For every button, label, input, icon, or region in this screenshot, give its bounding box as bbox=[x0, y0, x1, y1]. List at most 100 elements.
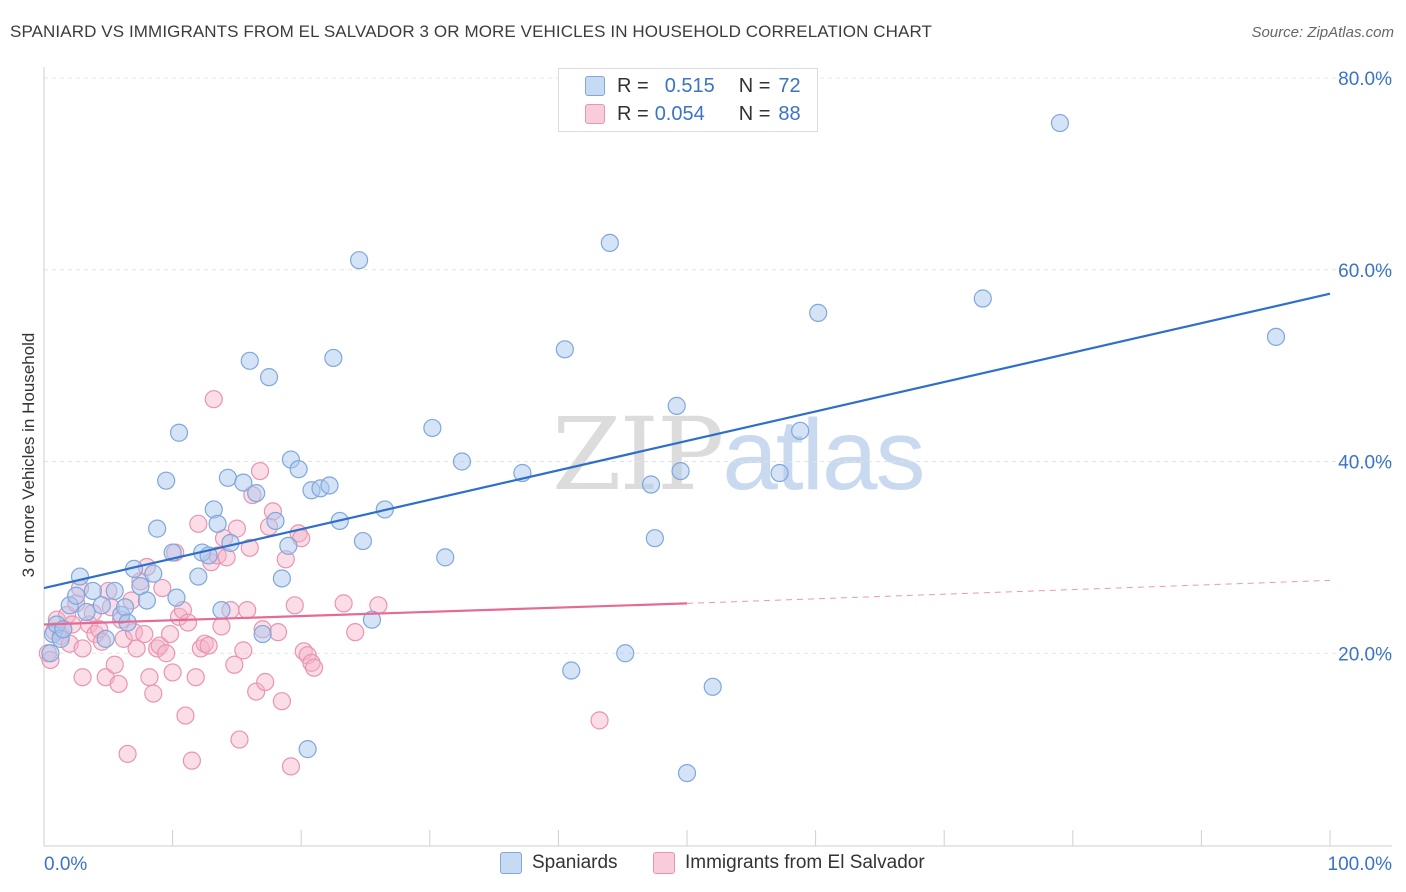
point-spaniards bbox=[137, 591, 156, 610]
point-el-salvador bbox=[127, 639, 146, 658]
point-el-salvador bbox=[186, 668, 205, 687]
point-spaniards bbox=[96, 629, 115, 648]
point-spaniards bbox=[353, 531, 373, 551]
point-spaniards bbox=[234, 473, 253, 492]
point-el-salvador bbox=[590, 711, 609, 730]
point-spaniards bbox=[253, 624, 272, 644]
legend-r-value-el-salvador: 0.054 bbox=[654, 102, 705, 125]
legend-row-el-salvador: R = 0.054 N = 88 bbox=[585, 101, 801, 127]
point-spaniards bbox=[349, 251, 369, 270]
legend-r-label: R = bbox=[617, 74, 649, 97]
legend-row-spaniards: R = 0.515 N = 72 bbox=[585, 73, 801, 99]
point-spaniards bbox=[1050, 113, 1070, 133]
point-el-salvador bbox=[157, 644, 176, 663]
legend-r-value-spaniards: 0.515 bbox=[664, 74, 715, 97]
point-spaniards bbox=[105, 581, 124, 601]
point-el-salvador bbox=[225, 655, 244, 674]
point-spaniards bbox=[218, 468, 237, 487]
point-spaniards bbox=[272, 569, 292, 588]
point-spaniards bbox=[167, 588, 186, 607]
point-el-salvador bbox=[73, 668, 92, 687]
point-el-salvador bbox=[268, 623, 288, 642]
x-tick-label: 0.0% bbox=[44, 854, 87, 875]
point-el-salvador bbox=[135, 624, 154, 644]
bottom-legend-swatch-spaniards bbox=[500, 852, 522, 874]
legend-n-label: N = bbox=[738, 102, 771, 125]
point-spaniards bbox=[259, 368, 279, 387]
point-el-salvador bbox=[240, 538, 259, 557]
point-spaniards bbox=[189, 567, 208, 586]
point-el-salvador bbox=[272, 692, 292, 711]
point-el-salvador bbox=[230, 730, 249, 749]
point-el-salvador bbox=[304, 658, 324, 677]
point-spaniards bbox=[148, 519, 167, 538]
point-spaniards bbox=[247, 484, 266, 503]
point-el-salvador bbox=[281, 757, 301, 776]
point-spaniards bbox=[266, 511, 285, 531]
point-spaniards bbox=[600, 233, 619, 253]
point-spaniards bbox=[645, 529, 664, 548]
point-el-salvador bbox=[160, 624, 180, 644]
point-spaniards bbox=[208, 514, 227, 533]
axes bbox=[43, 67, 1392, 847]
points-immigrants-el-salvador bbox=[38, 390, 609, 776]
x-tick-label: 100.0% bbox=[1328, 854, 1393, 875]
trend-line-el-salvador bbox=[43, 602, 688, 626]
y-tick-label: 20.0% bbox=[1338, 644, 1392, 665]
point-spaniards bbox=[115, 598, 135, 617]
legend-n-value-spaniards: 72 bbox=[778, 74, 801, 97]
point-spaniards bbox=[677, 763, 697, 783]
point-el-salvador bbox=[73, 639, 92, 658]
y-axis-label: 3 or more Vehicles in Household bbox=[19, 333, 38, 578]
chart-title: SPANIARD VS IMMIGRANTS FROM EL SALVADOR … bbox=[10, 22, 933, 41]
point-spaniards bbox=[240, 351, 259, 370]
legend-r-label: R = bbox=[617, 102, 649, 125]
point-spaniards bbox=[324, 348, 343, 368]
point-spaniards bbox=[555, 340, 574, 359]
points-spaniards bbox=[41, 113, 1286, 783]
bottom-legend-swatch-el-salvador bbox=[653, 852, 675, 874]
point-el-salvador bbox=[285, 596, 304, 615]
point-el-salvador bbox=[199, 636, 218, 655]
y-tick-label: 60.0% bbox=[1338, 261, 1392, 282]
trend-line-spaniards bbox=[43, 292, 1331, 590]
trend-lines bbox=[43, 292, 1331, 626]
point-spaniards bbox=[83, 581, 102, 601]
watermark: ZIPatlas bbox=[552, 396, 926, 513]
point-el-salvador bbox=[163, 663, 182, 682]
point-spaniards bbox=[67, 586, 86, 605]
y-tick-label: 40.0% bbox=[1338, 453, 1392, 474]
point-spaniards bbox=[92, 596, 111, 615]
point-spaniards bbox=[320, 476, 339, 495]
point-spaniards bbox=[667, 396, 686, 415]
point-el-salvador bbox=[148, 639, 167, 658]
point-spaniards bbox=[791, 421, 810, 440]
point-el-salvador bbox=[153, 578, 172, 598]
bottom-legend-label-spaniards: Spaniards bbox=[532, 852, 618, 873]
point-el-salvador bbox=[346, 623, 365, 642]
point-spaniards bbox=[70, 567, 90, 586]
y-tick-label: 80.0% bbox=[1338, 69, 1392, 90]
bottom-legend-el-salvador: Immigrants from El Salvador bbox=[653, 850, 925, 876]
stats-legend: R = 0.515 N = 72 R = 0.054 N = 88 bbox=[558, 68, 818, 132]
bottom-legend-spaniards: Spaniards bbox=[500, 850, 618, 876]
point-el-salvador bbox=[256, 672, 275, 692]
point-el-salvador bbox=[178, 613, 198, 632]
watermark-atlas: atlas bbox=[722, 399, 925, 511]
legend-n-value-el-salvador: 88 bbox=[778, 102, 801, 125]
watermark-zip: ZIP bbox=[552, 396, 724, 513]
point-spaniards bbox=[973, 289, 992, 308]
point-el-salvador bbox=[189, 514, 208, 533]
point-spaniards bbox=[279, 536, 298, 555]
point-el-salvador bbox=[302, 653, 321, 672]
point-spaniards bbox=[562, 661, 581, 680]
point-el-salvador bbox=[118, 744, 137, 764]
point-el-salvador bbox=[212, 617, 231, 636]
point-spaniards bbox=[144, 564, 163, 583]
legend-swatch-el-salvador bbox=[585, 104, 605, 124]
point-spaniards bbox=[41, 644, 60, 663]
point-el-salvador bbox=[144, 684, 163, 703]
point-spaniards bbox=[77, 602, 96, 622]
legend-n-label: N = bbox=[738, 74, 771, 97]
